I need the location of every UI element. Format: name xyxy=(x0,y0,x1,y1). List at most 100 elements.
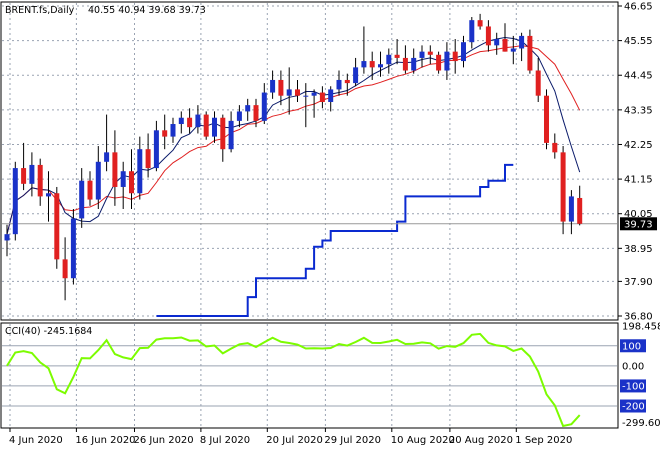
candle-body-6 xyxy=(54,193,60,260)
candle-body-9 xyxy=(79,180,85,219)
last-price-text: 39.73 xyxy=(624,219,653,230)
date-tick-label-5: 29 Jul 2020 xyxy=(324,435,381,446)
candle-body-21 xyxy=(178,117,184,125)
candle-body-13 xyxy=(112,152,118,187)
price-tick-label-8: 37.90 xyxy=(624,277,653,288)
candle-body-1 xyxy=(12,168,18,235)
candle-body-4 xyxy=(37,164,43,197)
cci-tick-box-1 xyxy=(620,339,646,353)
candle-body-61 xyxy=(510,48,516,52)
candle-body-45 xyxy=(378,64,383,68)
candle-body-23 xyxy=(195,114,201,128)
candle-body-16 xyxy=(137,149,143,194)
candle-body-39 xyxy=(328,89,334,102)
price-panel-frame xyxy=(0,1,619,321)
candle-body-20 xyxy=(170,124,176,137)
last-price-badge xyxy=(620,217,657,231)
candle-body-29 xyxy=(245,105,251,112)
candle-body-2 xyxy=(21,168,27,184)
candle-body-40 xyxy=(336,79,342,90)
candle-body-48 xyxy=(402,57,408,71)
candle-body-5 xyxy=(46,193,51,197)
candle-body-43 xyxy=(361,61,367,68)
candle-body-30 xyxy=(253,105,259,121)
candle-body-65 xyxy=(544,95,549,143)
date-tick-label-3: 8 Jul 2020 xyxy=(200,435,250,446)
price-tick-label-3: 43.35 xyxy=(624,105,653,116)
date-tick-label-2: 26 Jun 2020 xyxy=(134,435,194,446)
candle-body-52 xyxy=(436,54,442,71)
candle-body-25 xyxy=(212,117,217,137)
cci-label: CCI(40) -245.1684 xyxy=(5,326,92,337)
candle-body-24 xyxy=(203,114,209,137)
candle-body-14 xyxy=(120,171,126,187)
candle-body-12 xyxy=(104,152,110,162)
candle-body-27 xyxy=(228,120,234,150)
cci-tick-label-0: 198.4581 xyxy=(622,322,660,333)
date-tick-label-6: 10 Aug 2020 xyxy=(391,435,455,446)
candle-body-68 xyxy=(568,196,574,222)
candle-body-50 xyxy=(419,51,425,58)
price-tick-label-4: 42.25 xyxy=(624,140,653,151)
candle-body-42 xyxy=(353,67,359,84)
price-tick-label-6: 40.05 xyxy=(624,209,653,220)
price-tick-label-5: 41.15 xyxy=(624,175,653,186)
candle-body-64 xyxy=(535,70,541,96)
candle-body-56 xyxy=(469,20,475,43)
candle-body-63 xyxy=(527,35,533,71)
candle-body-17 xyxy=(145,149,151,169)
candle-body-62 xyxy=(519,35,525,49)
price-tick-label-9: 36.80 xyxy=(624,312,653,323)
cci-tick-label-2: 0.00 xyxy=(622,361,644,372)
candle-body-60 xyxy=(502,39,508,52)
candle-body-47 xyxy=(394,54,400,58)
candle-body-55 xyxy=(461,42,466,62)
cci-tick-label-5: -299.603 xyxy=(622,418,660,429)
candle-body-10 xyxy=(87,180,93,200)
candle-body-7 xyxy=(62,259,68,279)
date-tick-label-0: 4 Jun 2020 xyxy=(9,435,63,446)
candle-body-51 xyxy=(427,51,433,55)
ohlc-label: 40.55 40.94 39.68 39.73 xyxy=(88,5,206,16)
date-tick-label-8: 1 Sep 2020 xyxy=(515,435,572,446)
candle-body-53 xyxy=(444,51,450,71)
candle-body-3 xyxy=(29,164,35,184)
candle-body-44 xyxy=(369,61,375,68)
cci-tick-box-3 xyxy=(620,379,646,393)
cci-tick-label-3: -100 xyxy=(622,381,645,392)
price-tick-label-7: 38.95 xyxy=(624,244,653,255)
candle-layer xyxy=(4,13,583,301)
candle-body-67 xyxy=(560,152,566,222)
candle-body-59 xyxy=(494,39,500,46)
grid-layer xyxy=(2,3,617,427)
candle-body-54 xyxy=(452,51,458,62)
candle-body-66 xyxy=(552,142,558,153)
candle-body-57 xyxy=(477,20,483,27)
candle-body-33 xyxy=(278,79,284,96)
candle-body-26 xyxy=(220,117,226,150)
price-tick-label-1: 45.55 xyxy=(624,36,653,47)
date-tick-label-4: 20 Jul 2020 xyxy=(266,435,323,446)
cci-layer xyxy=(6,332,581,428)
candle-body-69 xyxy=(577,197,583,224)
candle-body-8 xyxy=(70,218,76,279)
candle-body-15 xyxy=(129,171,134,194)
cci-tick-box-4 xyxy=(620,399,646,413)
price-tick-label-2: 44.45 xyxy=(624,71,653,82)
candle-body-46 xyxy=(386,54,392,65)
trailing-stop-line xyxy=(156,163,514,317)
candle-body-22 xyxy=(187,117,193,128)
candle-body-37 xyxy=(311,92,317,96)
cci-panel-frame xyxy=(0,322,619,429)
candle-body-28 xyxy=(236,111,242,121)
symbol-label: BRENT.fs,Daily xyxy=(5,5,75,16)
fast-moving-average-line xyxy=(6,36,581,235)
candle-body-31 xyxy=(261,92,267,121)
candle-body-58 xyxy=(485,26,491,46)
candle-body-34 xyxy=(286,89,292,96)
cci-tick-label-1: 100 xyxy=(622,341,641,352)
cci-line xyxy=(6,332,581,428)
cci-tick-label-4: -200 xyxy=(622,402,645,413)
